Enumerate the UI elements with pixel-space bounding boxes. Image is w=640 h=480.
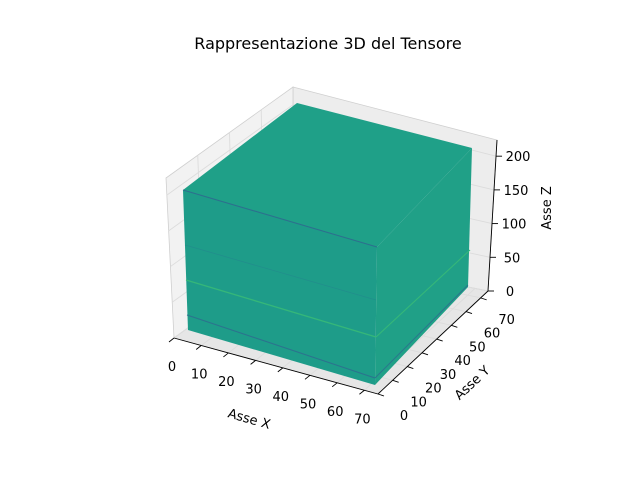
y-tick-mark — [436, 338, 443, 342]
x-tick-mark — [168, 337, 175, 343]
y-tick-label: 10 — [410, 395, 427, 410]
y-axis-line — [377, 290, 489, 395]
x-tick-mark — [223, 352, 229, 358]
tensor-front-face — [183, 190, 377, 385]
tensor-top-edge — [182, 189, 378, 248]
y-tick-label: 70 — [498, 313, 515, 328]
x-tick-label: 60 — [327, 405, 344, 420]
y-tick-label: 30 — [440, 368, 457, 383]
y-tick-label: 60 — [484, 327, 501, 342]
tensor-side-line-dark — [374, 284, 469, 379]
y-tick-mark — [421, 352, 429, 356]
x-tick-label: 40 — [273, 390, 290, 405]
x-tick-label: 70 — [354, 412, 371, 427]
tensor-side-line-green — [375, 249, 471, 338]
y-tick-mark — [480, 297, 487, 301]
left-pane-z-gridline — [166, 104, 294, 196]
z-tick-label: 50 — [504, 251, 521, 266]
axes — [173, 139, 498, 395]
x-tick-label: 0 — [168, 360, 176, 375]
y-tick-label: 0 — [400, 409, 408, 424]
y-tick-mark — [465, 311, 473, 315]
y-tick-mark — [392, 379, 399, 383]
y-tick-mark — [377, 393, 385, 397]
x-tick-label: 50 — [300, 397, 317, 412]
y-axis-label: Asse Y — [452, 363, 493, 403]
x-tick-mark — [304, 374, 311, 380]
tensor-volume — [182, 103, 472, 385]
x-axis-label: Asse X — [226, 406, 272, 432]
x-tick-mark — [250, 360, 256, 365]
tensor-layer-line-green — [185, 279, 377, 338]
z-tick-label: 0 — [506, 285, 514, 300]
z-axis-line — [487, 139, 498, 292]
z-axis-label: Asse Z — [540, 186, 555, 230]
x-tick-mark — [195, 345, 202, 350]
x-tick-label: 10 — [191, 367, 208, 382]
z-tick-label: 100 — [502, 218, 527, 233]
y-tick-mark — [451, 324, 458, 328]
x-axis-line — [173, 337, 379, 395]
y-tick-label: 40 — [454, 354, 471, 369]
x-tick-mark — [277, 367, 284, 373]
axis-ticks: 0 10 20 30 40 50 60 70 0102030405060700501001502… — [168, 150, 531, 427]
y-tick-mark — [407, 366, 414, 369]
y-tick-label: 20 — [425, 382, 442, 397]
x-tick-mark — [359, 389, 365, 395]
tensor-layer-line-upper — [184, 244, 377, 301]
tensor-side-face — [375, 148, 472, 385]
chart-title: Rappresentazione 3D del Tensore — [194, 34, 461, 53]
x-tick-label: 30 — [245, 382, 262, 397]
z-tick-label: 200 — [506, 150, 531, 165]
x-tick-label: 20 — [218, 375, 235, 390]
y-tick-label: 50 — [469, 340, 486, 355]
tensor-layer-line-dark — [186, 314, 376, 379]
z-tick-label: 150 — [504, 184, 529, 199]
x-tick-mark — [331, 382, 338, 388]
